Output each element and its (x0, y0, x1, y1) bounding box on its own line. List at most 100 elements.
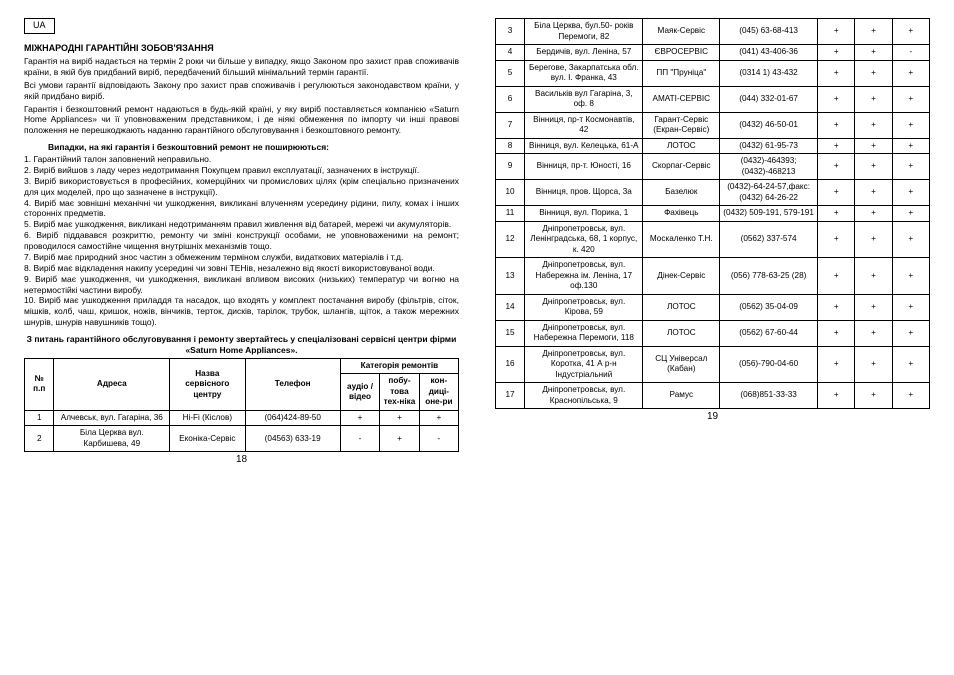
cell-tel: (064)424-89-50 (245, 410, 340, 426)
cell-num: 15 (496, 320, 525, 346)
cell-c1: + (818, 346, 855, 383)
cell-c1: + (340, 410, 379, 426)
cell-addr: Берегове, Закарпатська обл. вул. І. Фран… (525, 60, 643, 86)
cell-name: Базелюк (643, 180, 720, 206)
cell-c3: - (419, 426, 458, 452)
cell-name: Скорпаг-Сервіс (643, 154, 720, 180)
page-18: UA МІЖНАРОДНІ ГАРАНТІЙНІ ЗОБОВ'ЯЗАННЯ Га… (24, 18, 477, 667)
page-number: 18 (24, 454, 459, 467)
cell-c1: + (818, 86, 855, 112)
cell-num: 17 (496, 383, 525, 409)
cell-c3: + (892, 60, 929, 86)
service-table-left: № п.п Адреса Назва сервісного центру Тел… (24, 358, 459, 453)
list-item: 2. Виріб вийшов з ладу через недотриманн… (24, 165, 459, 176)
cell-tel: (056) 778-63-25 (28) (720, 258, 818, 295)
cell-c2: + (855, 86, 892, 112)
th-num: № п.п (25, 358, 54, 410)
cell-name: ЄВРОСЕРВІС (643, 45, 720, 61)
paragraph: Гарантія і безкоштовний ремонт надаються… (24, 104, 459, 137)
th-appl: побу-това тех-ніка (380, 374, 419, 411)
cell-name: ПП "Пруніца" (643, 60, 720, 86)
cell-c1: - (340, 426, 379, 452)
cell-c2: + (855, 320, 892, 346)
cell-tel: (056)-790-04-60 (720, 346, 818, 383)
cell-addr: Дніпропетровськ, вул. Ленінградська, 68,… (525, 221, 643, 258)
cell-c1: + (818, 383, 855, 409)
th-addr: Адреса (54, 358, 170, 410)
cell-name: Еконіка-Сервіс (170, 426, 245, 452)
cell-tel: (0432) 61-95-73 (720, 138, 818, 154)
table-row: 2Біла Церква вул. Карбишева, 49Еконіка-С… (25, 426, 459, 452)
table-row: 15Дніпропетровськ, вул. Набережна Перемо… (496, 320, 930, 346)
cell-num: 11 (496, 206, 525, 222)
cell-num: 7 (496, 112, 525, 138)
table-row: 13Дніпропетровськ, вул. Набережна ім. Ле… (496, 258, 930, 295)
cell-name: Hi-Fi (Кіслов) (170, 410, 245, 426)
cell-name: Маяк-Сервіс (643, 19, 720, 45)
lang-badge: UA (24, 18, 55, 34)
cell-name: Рамус (643, 383, 720, 409)
cell-c2: + (855, 60, 892, 86)
page-19: 3Біла Церква, бул.50- років Перемоги, 82… (477, 18, 930, 667)
cell-c2: + (380, 410, 419, 426)
cell-c3: + (892, 19, 929, 45)
cell-addr: Вінниця, пров. Щорса, 3а (525, 180, 643, 206)
table-header-row: № п.п Адреса Назва сервісного центру Тел… (25, 358, 459, 374)
th-cond: кон-диці-оне-ри (419, 374, 458, 411)
cell-c3: + (892, 320, 929, 346)
cell-tel: (044) 332-01-67 (720, 86, 818, 112)
cell-addr: Дніпропетровськ, вул. Набережна ім. Лені… (525, 258, 643, 295)
cell-tel: (0562) 67-60-44 (720, 320, 818, 346)
table-row: 8Вінниця, вул. Келецька, 61-АЛОТОС(0432)… (496, 138, 930, 154)
th-audio: аудіо / відео (340, 374, 379, 411)
cell-c2: + (855, 258, 892, 295)
cell-c3: + (892, 154, 929, 180)
cell-c2: + (855, 383, 892, 409)
table-row: 5Берегове, Закарпатська обл. вул. І. Фра… (496, 60, 930, 86)
list-item: 4. Виріб має зовнішні механічні чи ушкод… (24, 198, 459, 220)
cell-num: 13 (496, 258, 525, 295)
cell-num: 9 (496, 154, 525, 180)
list-item: 9. Виріб має ушкодження, чи ушкодження, … (24, 274, 459, 296)
cell-c3: + (419, 410, 458, 426)
cell-num: 8 (496, 138, 525, 154)
cell-num: 5 (496, 60, 525, 86)
cell-tel: (0562) 35-04-09 (720, 294, 818, 320)
cell-c2: + (855, 19, 892, 45)
cell-tel: (04563) 633-19 (245, 426, 340, 452)
cell-c2: + (855, 45, 892, 61)
paragraph: Гарантія на виріб надається на термін 2 … (24, 56, 459, 78)
table-row: 4Бердичів, вул. Леніна, 57ЄВРОСЕРВІС(041… (496, 45, 930, 61)
table-row: 3Біла Церква, бул.50- років Перемоги, 82… (496, 19, 930, 45)
cell-c3: + (892, 86, 929, 112)
cell-c1: + (818, 138, 855, 154)
cell-addr: Дніпропетровськ, вул. Набережна Перемоги… (525, 320, 643, 346)
cell-c1: + (818, 112, 855, 138)
cell-name: ЛОТОС (643, 138, 720, 154)
cell-num: 14 (496, 294, 525, 320)
cell-num: 12 (496, 221, 525, 258)
cell-addr: Вінниця, пр-т Космонавтів, 42 (525, 112, 643, 138)
list-item: 10. Виріб має ушкодження приладдя та нас… (24, 295, 459, 328)
cell-num: 6 (496, 86, 525, 112)
cell-tel: (041) 43-406-36 (720, 45, 818, 61)
cell-name: ЛОТОС (643, 320, 720, 346)
cell-c1: + (818, 19, 855, 45)
table-row: 11Вінниця, вул. Порика, 1Фахівець(0432) … (496, 206, 930, 222)
table-row: 7Вінниця, пр-т Космонавтів, 42Гарант-Сер… (496, 112, 930, 138)
cell-c3: + (892, 383, 929, 409)
cell-c3: + (892, 346, 929, 383)
cell-c2: + (855, 154, 892, 180)
cell-c1: + (818, 180, 855, 206)
list-item: 7. Виріб має природний знос частин з обм… (24, 252, 459, 263)
list-item: 8. Виріб має відкладення накипу усередин… (24, 263, 459, 274)
service-table-right: 3Біла Церква, бул.50- років Перемоги, 82… (495, 18, 930, 409)
cell-name: Фахівець (643, 206, 720, 222)
cell-tel: (068)851-33-33 (720, 383, 818, 409)
cell-addr: Дніпропетровськ, вул. Коротка, 41 А р-н … (525, 346, 643, 383)
cell-num: 16 (496, 346, 525, 383)
table-row: 10Вінниця, пров. Щорса, 3аБазелюк(0432)-… (496, 180, 930, 206)
th-cat: Категорія ремонтів (340, 358, 458, 374)
lead-text: З питань гарантійного обслуговування і р… (24, 334, 459, 356)
cell-c3: + (892, 112, 929, 138)
